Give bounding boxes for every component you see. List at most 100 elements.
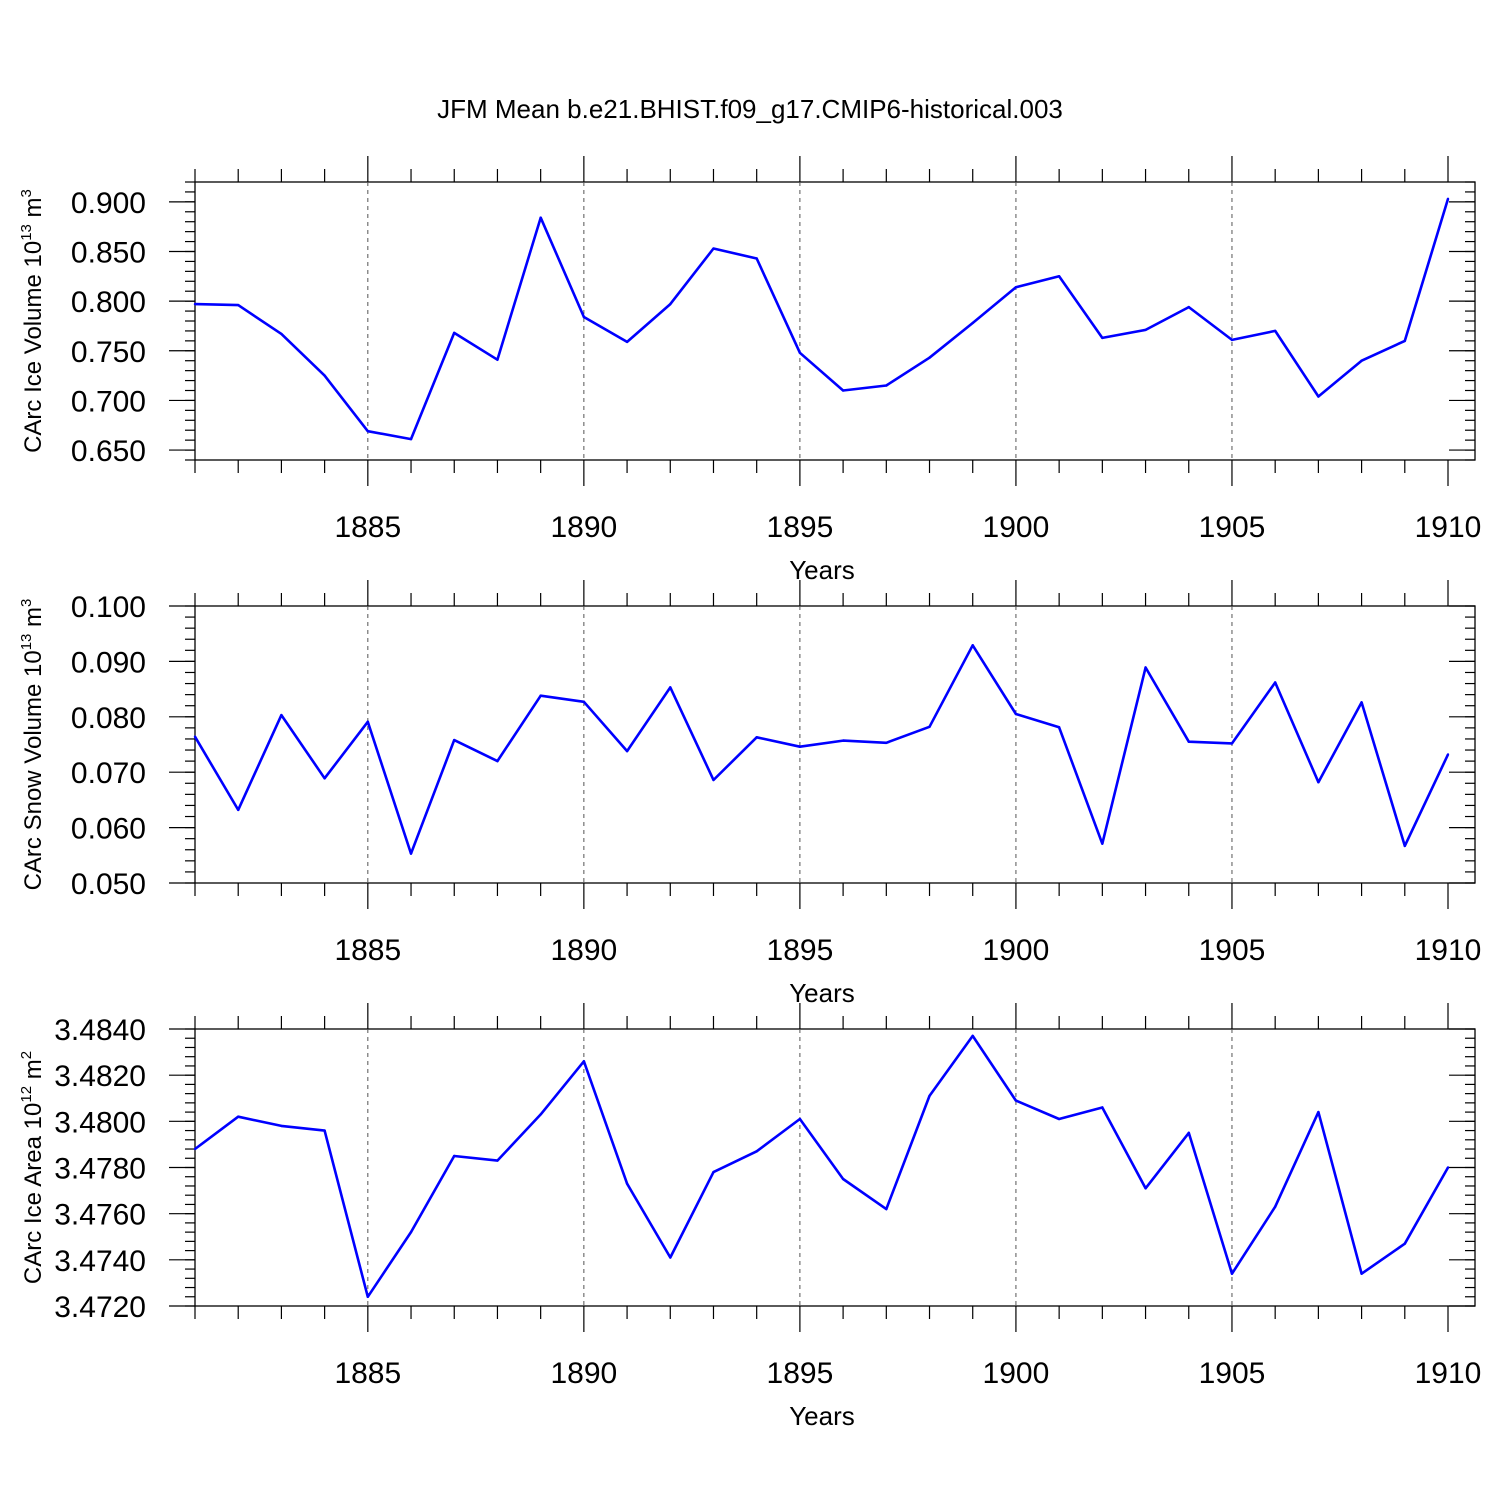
x-tick-label: 1890 — [550, 1357, 617, 1390]
data-point — [582, 1060, 586, 1063]
data-point — [971, 321, 974, 325]
data-point — [1403, 1242, 1406, 1245]
data-point — [453, 738, 456, 742]
data-point — [539, 216, 542, 219]
data-point — [409, 852, 413, 855]
data-point — [366, 720, 370, 723]
x-tick-label: 1900 — [983, 934, 1050, 967]
y-tick-label: 3.4740 — [54, 1245, 146, 1278]
data-point — [280, 713, 283, 717]
x-tick-label: 1895 — [767, 934, 834, 967]
data-point — [582, 315, 586, 319]
x-tick-label: 1885 — [334, 934, 401, 967]
data-point — [798, 745, 802, 748]
data-point — [1446, 1166, 1450, 1169]
data-point — [1317, 1110, 1320, 1114]
data-point — [798, 351, 802, 354]
x-tick-label: 1885 — [334, 1357, 401, 1390]
data-point — [280, 332, 283, 336]
x-tick-label: 1910 — [1415, 511, 1482, 544]
y-axis-label: CArc Ice Volume 1013 m3 — [18, 189, 47, 453]
x-tick-label: 1905 — [1199, 1357, 1266, 1390]
data-point — [1014, 1099, 1018, 1102]
data-point — [885, 384, 888, 387]
data-point — [712, 247, 715, 250]
panel-1: 0.650 0.700 0.750 0.800 0.850 0.900 1885 1890 18… — [18, 156, 1481, 585]
plot-frame — [194, 605, 1476, 884]
x-axis-label: Years — [789, 555, 855, 585]
y-axis-label: CArc Snow Volume 1013 m3 — [18, 599, 47, 891]
data-point — [539, 694, 542, 697]
data-point — [1360, 359, 1363, 362]
data-point — [1144, 666, 1147, 669]
data-point — [928, 725, 931, 728]
data-point — [496, 1159, 499, 1162]
data-point — [1446, 753, 1450, 756]
data-point — [1317, 780, 1320, 784]
data-point — [928, 1094, 931, 1098]
y-tick-label: 0.050 — [71, 868, 146, 901]
y-tick-label: 3.4720 — [54, 1291, 146, 1324]
data-point — [366, 430, 370, 433]
panel-2: 0.050 0.060 0.070 0.080 0.090 0.100 1885 1890 18… — [18, 580, 1481, 1008]
data-point — [1101, 1106, 1104, 1109]
y-tick-label: 0.080 — [71, 702, 146, 735]
x-tick-label: 1895 — [767, 1357, 834, 1390]
data-point — [1057, 726, 1061, 729]
data-point — [841, 389, 845, 392]
data-point — [755, 736, 758, 739]
data-point — [928, 356, 931, 359]
data-point — [496, 759, 499, 763]
data-point — [885, 741, 888, 745]
data-point — [1273, 1205, 1277, 1208]
data-point — [1101, 336, 1104, 340]
y-tick-label: 3.4780 — [54, 1153, 146, 1186]
data-point — [539, 1113, 542, 1116]
data-point — [323, 374, 326, 377]
y-axis-label: CArc Ice Area 1012 m2 — [18, 1051, 47, 1284]
data-point — [625, 340, 629, 344]
data-point — [885, 1207, 888, 1211]
data-point — [669, 1256, 672, 1259]
data-point — [669, 686, 672, 689]
y-tick-label: 0.060 — [71, 813, 146, 846]
data-point — [625, 749, 629, 753]
x-tick-label: 1890 — [550, 934, 617, 967]
x-tick-label: 1890 — [550, 511, 617, 544]
series-line — [194, 1034, 1450, 1299]
data-point — [1273, 681, 1277, 684]
data-point — [1360, 1272, 1363, 1275]
data-point — [1446, 197, 1450, 201]
y-tick-label: 0.070 — [71, 757, 146, 790]
data-point — [323, 777, 326, 780]
data-point — [193, 735, 197, 738]
y-tick-label: 3.4800 — [54, 1106, 146, 1139]
y-tick-label: 3.4820 — [54, 1060, 146, 1093]
data-point — [669, 302, 672, 306]
y-tick-label: 0.750 — [71, 336, 146, 369]
y-tick-label: 3.4840 — [54, 1014, 146, 1047]
data-point — [193, 302, 197, 306]
data-point — [453, 331, 456, 335]
x-axis-label: Years — [789, 1401, 855, 1431]
data-point — [712, 1170, 715, 1174]
data-point — [1360, 701, 1363, 704]
data-point — [496, 358, 499, 361]
data-point — [409, 437, 413, 441]
data-point — [1187, 1131, 1190, 1135]
data-point — [755, 1150, 758, 1153]
y-tick-label: 0.900 — [71, 187, 146, 220]
data-point — [971, 644, 974, 647]
y-tick-label: 0.700 — [71, 385, 146, 418]
plot-frame — [194, 181, 1476, 461]
data-point — [1057, 275, 1061, 278]
x-tick-label: 1910 — [1415, 934, 1482, 967]
y-tick-label: 3.4760 — [54, 1199, 146, 1232]
x-tick-label: 1885 — [334, 511, 401, 544]
x-tick-label: 1905 — [1199, 934, 1266, 967]
y-tick-label: 0.100 — [71, 591, 146, 624]
y-tick-label: 0.650 — [71, 435, 146, 468]
data-point — [755, 257, 758, 260]
data-point — [1187, 305, 1190, 309]
